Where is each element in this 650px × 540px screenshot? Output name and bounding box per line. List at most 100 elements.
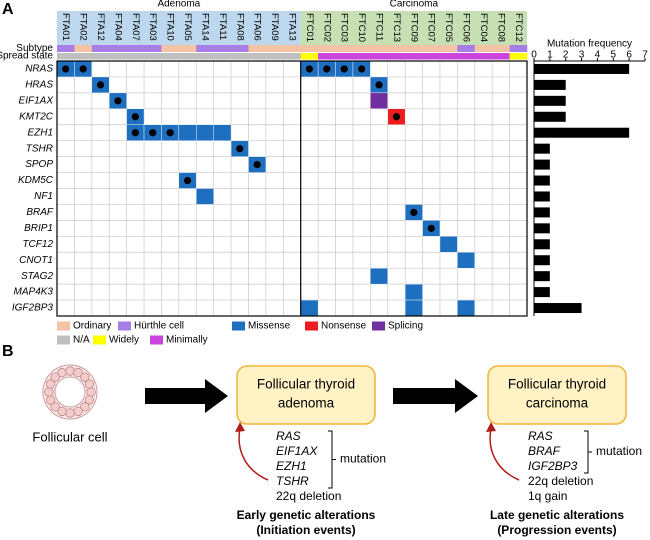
subtype-cell bbox=[265, 45, 284, 52]
spread-cell bbox=[265, 53, 284, 60]
gene-name: RAS bbox=[276, 429, 301, 443]
mutation-dot bbox=[305, 65, 314, 73]
legend-swatch bbox=[118, 321, 131, 331]
stage-box bbox=[236, 365, 376, 425]
sample-label: FTA03 bbox=[147, 13, 158, 41]
subtype-cell bbox=[422, 45, 441, 52]
sample-label: FTA13 bbox=[286, 13, 297, 41]
mutation-dot bbox=[166, 129, 174, 137]
legend-label: Ordinary bbox=[73, 321, 111, 332]
x-tick-label: 3 bbox=[579, 50, 585, 61]
stage-title: carcinoma bbox=[526, 396, 589, 411]
subtype-cell bbox=[161, 45, 180, 52]
spread-cell bbox=[387, 53, 406, 60]
mutation-dot bbox=[427, 224, 435, 232]
gene-label: BRAF bbox=[26, 207, 54, 218]
cell-nucleus bbox=[57, 367, 67, 378]
bracket bbox=[584, 430, 592, 474]
x-tick-label: 6 bbox=[626, 50, 632, 61]
mutation-cell bbox=[178, 124, 197, 141]
sample-label: FTA06 bbox=[252, 13, 263, 41]
bar bbox=[534, 111, 566, 122]
spread-cell bbox=[213, 53, 232, 60]
cell-nucleus bbox=[57, 406, 67, 417]
mutation-cell bbox=[300, 299, 319, 317]
subtype-cell bbox=[178, 45, 197, 52]
x-tick-label: 1 bbox=[547, 50, 553, 61]
mutation-dot bbox=[131, 113, 139, 121]
spread-cell bbox=[335, 53, 354, 60]
gene-label: TSHR bbox=[26, 143, 53, 154]
legend-label: Missense bbox=[248, 321, 291, 332]
alteration: 22q deletion bbox=[528, 474, 593, 488]
spread-cell bbox=[283, 53, 302, 60]
gene-name: TSHR bbox=[276, 474, 309, 488]
sample-label: FTC10 bbox=[356, 13, 367, 42]
mutation-dot bbox=[253, 160, 261, 169]
legend-label: N/A bbox=[73, 335, 90, 346]
subtype-cell bbox=[474, 45, 493, 52]
spread-cell bbox=[109, 53, 127, 60]
subtype-cell bbox=[213, 45, 232, 52]
group-header bbox=[300, 11, 527, 45]
sample-label: FTC06 bbox=[461, 13, 472, 42]
subtype-cell bbox=[335, 45, 354, 52]
stage-title: Follicular thyroid bbox=[257, 377, 355, 392]
x-tick-label: 0 bbox=[531, 50, 537, 61]
arrowhead bbox=[486, 422, 496, 432]
mutation-dot bbox=[392, 113, 401, 121]
sample-label: FTA11 bbox=[217, 13, 228, 40]
subtype-cell bbox=[439, 45, 458, 52]
stage-caption: (Progression events) bbox=[497, 523, 616, 537]
spread-cell bbox=[300, 53, 319, 60]
mutation-cell bbox=[196, 124, 214, 141]
sample-label: FTA09 bbox=[269, 13, 280, 41]
stage-title: Follicular thyroid bbox=[508, 377, 606, 392]
spread-cell bbox=[405, 53, 423, 60]
gene-label: BRIP1 bbox=[24, 223, 53, 234]
cell-nucleus bbox=[65, 408, 75, 418]
group-label: Adenoma bbox=[157, 0, 200, 10]
alteration: 1q gain bbox=[528, 489, 567, 503]
spread-cell bbox=[492, 53, 510, 60]
subtype-cell bbox=[492, 45, 510, 52]
bar bbox=[534, 223, 550, 234]
bar bbox=[534, 175, 550, 186]
gene-label: MAP4K3 bbox=[14, 287, 54, 298]
mutation-cell bbox=[457, 252, 475, 269]
spread-cell bbox=[422, 53, 441, 60]
spread-cell bbox=[474, 53, 493, 60]
gene-name: IGF2BP3 bbox=[528, 459, 578, 473]
subtype-cell bbox=[126, 45, 145, 52]
cell-lumen bbox=[54, 376, 86, 408]
spread-cell bbox=[178, 53, 197, 60]
x-tick-label: 7 bbox=[642, 50, 648, 61]
mutation-cell bbox=[404, 299, 423, 317]
spread-cell bbox=[57, 53, 75, 60]
mutation-label: mutation bbox=[340, 452, 386, 466]
sample-label: FTA12 bbox=[95, 13, 106, 41]
bar bbox=[534, 143, 550, 154]
spread-cell bbox=[457, 53, 476, 60]
sample-label: FTC08 bbox=[495, 13, 506, 42]
sample-label: FTC12 bbox=[513, 13, 524, 42]
gene-label: NF1 bbox=[34, 191, 53, 202]
mutation-dot bbox=[323, 65, 331, 73]
cell-nucleus bbox=[50, 372, 60, 382]
spread-cell bbox=[196, 53, 214, 60]
legend-label: Hürthle cell bbox=[134, 321, 184, 332]
cell-label: Follicular cell bbox=[32, 429, 107, 444]
legend-swatch bbox=[305, 321, 318, 331]
gene-label: STAG2 bbox=[21, 271, 53, 282]
bar bbox=[534, 271, 550, 282]
bar bbox=[534, 207, 550, 218]
cell-nucleus bbox=[80, 402, 90, 412]
x-tick-label: 2 bbox=[563, 50, 569, 61]
cell-nucleus bbox=[80, 372, 90, 382]
spread-cell bbox=[126, 53, 145, 60]
arrow bbox=[145, 379, 228, 413]
bar bbox=[534, 95, 566, 106]
spread-cell bbox=[352, 53, 371, 60]
legend-swatch bbox=[232, 321, 245, 331]
